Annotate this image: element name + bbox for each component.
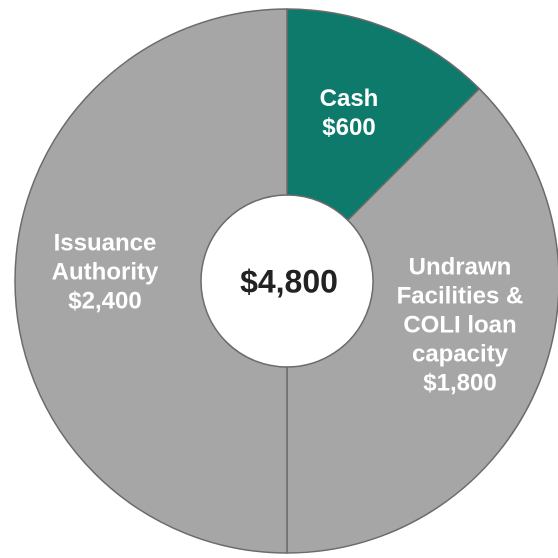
center-label: $4,800	[240, 263, 338, 300]
value-label: $2,400	[68, 287, 142, 315]
segment-label: Issuance Authority $2,400	[25, 229, 185, 316]
segment-label: Cash $600	[269, 84, 429, 142]
donut-segment	[286, 87, 558, 554]
category-label: Undrawn Facilities & COLI loan capacity	[396, 253, 524, 368]
segment-label: Undrawn Facilities & COLI loan capacity $…	[380, 253, 540, 398]
donut-segment	[286, 8, 481, 222]
category-label: Cash	[319, 85, 379, 112]
value-label: $1,800	[423, 369, 497, 397]
category-label: Issuance Authority	[51, 229, 159, 286]
value-label: $600	[322, 114, 376, 141]
donut-segment	[14, 8, 288, 554]
